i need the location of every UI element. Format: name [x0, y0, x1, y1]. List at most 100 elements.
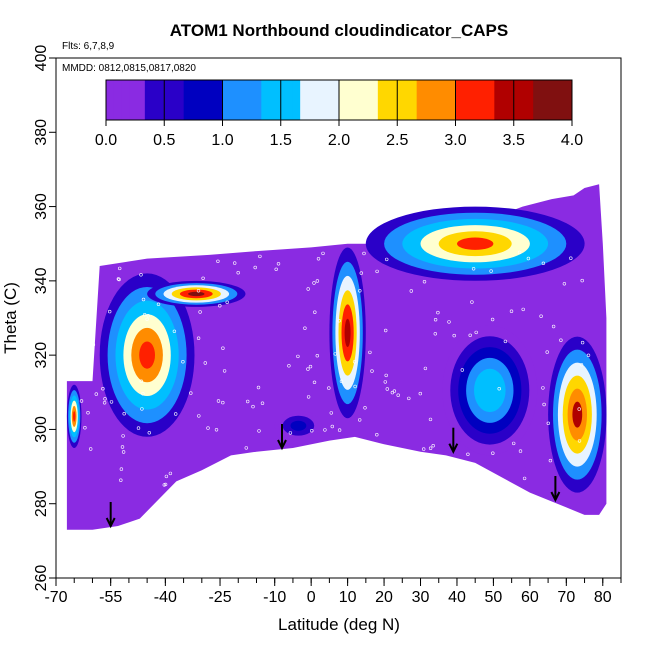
observation-marker: [146, 314, 150, 318]
marks-layer: [76, 250, 591, 529]
observation-marker: [337, 428, 342, 432]
observation-marker: [539, 314, 543, 318]
observation-marker: [287, 457, 292, 462]
observation-marker: [122, 412, 126, 416]
observation-marker: [401, 460, 405, 464]
feature-4-level-5: [294, 423, 303, 429]
colorbar-segment: [486, 80, 495, 120]
observation-marker: [471, 267, 476, 271]
arrow-0-head: [105, 517, 116, 529]
y-axis-tick-label: 260: [33, 565, 50, 592]
observation-marker: [468, 333, 472, 337]
observation-marker: [335, 471, 339, 475]
observation-marker: [246, 399, 250, 404]
observation-marker: [189, 391, 193, 395]
observation-marker: [385, 387, 389, 391]
colorbar-segment: [307, 80, 317, 120]
observation-marker: [460, 368, 464, 372]
observation-marker: [352, 360, 357, 364]
colorbar-segment: [478, 80, 488, 120]
observation-marker: [423, 366, 428, 371]
observation-marker: [163, 482, 168, 487]
observation-marker: [306, 287, 310, 291]
colorbar-segment: [238, 80, 247, 120]
x-axis-tick-label: 20: [375, 589, 393, 606]
observation-marker: [521, 307, 525, 312]
observation-marker: [390, 390, 395, 395]
observation-marker: [233, 261, 237, 265]
observation-marker: [119, 467, 124, 471]
observation-marker: [474, 330, 478, 335]
x-axis-tick-label: -25: [208, 589, 231, 606]
observation-marker: [491, 451, 495, 455]
colorbar-segment: [408, 80, 418, 120]
observation-marker: [117, 277, 121, 282]
observation-marker: [358, 418, 362, 422]
observation-marker: [541, 386, 545, 390]
observation-marker: [172, 329, 177, 333]
observation-marker: [384, 328, 388, 333]
colorbar-tick-label: 1.0: [211, 132, 233, 149]
colorbar-segment: [331, 80, 340, 120]
colorbar-segment: [548, 80, 557, 120]
y-axis-tick-label: 380: [33, 119, 50, 146]
observation-marker: [196, 336, 201, 340]
observation-marker: [580, 278, 584, 283]
observation-marker: [421, 465, 425, 469]
observation-marker: [362, 251, 366, 256]
observation-marker: [337, 319, 341, 323]
plot-frame: [55, 57, 622, 579]
observation-marker: [399, 468, 403, 473]
feature-5-level-5: [457, 237, 494, 250]
y-axis-tick-label: 360: [33, 193, 50, 220]
observation-marker: [330, 424, 334, 429]
colorbar-segment: [525, 80, 534, 120]
colorbar-segment: [292, 80, 301, 120]
observation-marker: [94, 392, 99, 396]
colorbar-segment: [463, 80, 472, 120]
observation-marker: [490, 317, 495, 322]
observation-marker: [329, 411, 333, 415]
colorbar-segment: [191, 80, 200, 120]
observation-marker: [91, 343, 96, 347]
dates-annotation: MMDD: 0812,0815,0817,0820: [62, 63, 196, 74]
observation-marker: [353, 384, 357, 389]
observation-marker: [577, 407, 581, 411]
observation-marker: [86, 411, 90, 415]
observation-marker: [312, 380, 317, 384]
observation-marker: [117, 266, 122, 271]
observation-marker: [174, 412, 178, 416]
arrow-2-head: [448, 443, 459, 454]
observation-marker: [388, 449, 393, 454]
observation-marker: [559, 338, 563, 342]
observation-marker: [359, 471, 364, 475]
observation-marker: [542, 402, 546, 407]
colorbar-segment: [106, 80, 115, 120]
observation-marker: [123, 251, 127, 256]
axes: -70 -55 -40 -25 -10 0 10 20 30 40 50 60 70 80 260 280 30…: [33, 45, 622, 606]
observation-marker: [164, 474, 169, 479]
observation-marker: [141, 392, 145, 396]
observation-marker: [321, 251, 325, 256]
feature-2-level-5: [188, 291, 205, 297]
observation-marker: [509, 309, 514, 313]
observation-marker: [375, 269, 379, 274]
observation-marker: [428, 446, 433, 450]
colorbar-tick-label: 2.5: [386, 132, 408, 149]
colorbar-segment: [222, 80, 231, 120]
observation-marker: [511, 441, 516, 446]
observation-marker: [257, 429, 261, 433]
colorbar-tick-label: 2.0: [328, 132, 350, 149]
observation-marker: [334, 461, 338, 466]
y-axis-tick-label: 400: [33, 45, 50, 72]
colorbar-segment: [432, 80, 441, 120]
observation-marker: [143, 313, 147, 317]
observation-marker: [103, 397, 107, 401]
colorbar-tick-label: 4.0: [561, 132, 583, 149]
observation-marker: [522, 476, 527, 481]
observation-marker: [168, 471, 173, 476]
feature-3-level-5: [344, 318, 351, 348]
observation-marker: [121, 450, 126, 454]
observation-marker: [418, 391, 422, 396]
observation-marker: [545, 350, 549, 354]
